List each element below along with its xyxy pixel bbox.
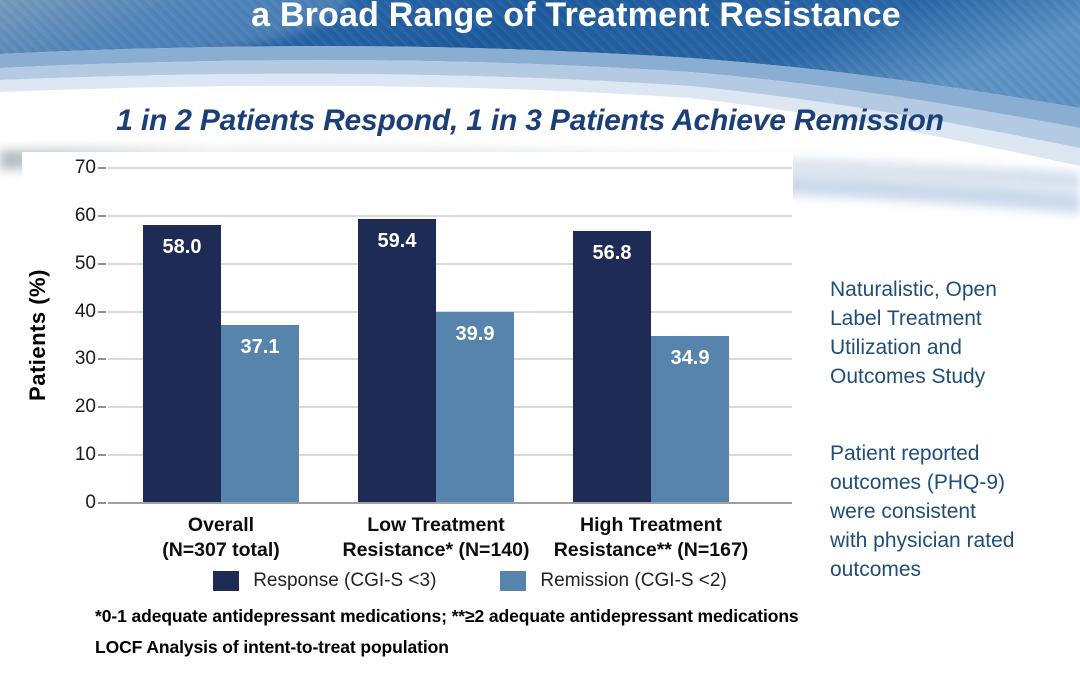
- y-tick-label: 30: [74, 348, 96, 370]
- gridline: [108, 214, 792, 217]
- footnote-medications: *0-1 adequate antidepressant medications…: [95, 606, 799, 626]
- legend-swatch: [500, 571, 527, 591]
- bar-value-label: 59.4: [377, 229, 417, 252]
- y-tick: [98, 214, 106, 217]
- bar-value-label: 39.9: [455, 323, 495, 346]
- side-note-phq9: Patient reported outcomes (PHQ-9) were c…: [830, 442, 1015, 581]
- y-tick: [98, 358, 106, 361]
- bar: [221, 325, 299, 503]
- bar-value-label: 58.0: [162, 236, 202, 259]
- y-tick: [98, 262, 106, 265]
- y-tick-label: 70: [74, 157, 96, 178]
- bar: [143, 225, 221, 503]
- gridline: [108, 310, 792, 313]
- bar-value-label: 37.1: [240, 336, 280, 359]
- category-label: Low Treatment Resistance* (N=140): [342, 514, 530, 562]
- legend-item: Remission (CGI-S <2): [500, 570, 727, 592]
- slide-title: a Broad Range of Treatment Resistance: [251, 0, 901, 34]
- legend-swatch: [213, 571, 240, 591]
- y-tick-label: 0: [85, 492, 96, 513]
- bar: [573, 231, 651, 503]
- bar: [358, 218, 436, 503]
- category-label: High Treatment Resistance** (N=167): [553, 514, 749, 562]
- gridline: [108, 262, 792, 265]
- legend-label: Response (CGI-S <3): [253, 570, 437, 591]
- y-tick-label: 40: [74, 300, 96, 322]
- y-tick: [98, 310, 106, 313]
- chart-panel: Patients (%) 0 10 20 30 40 50 60 70 58.0 59.4 56.8…: [22, 152, 793, 612]
- y-tick-label: 60: [74, 204, 96, 226]
- y-tick-label: 20: [74, 396, 96, 418]
- side-notes: Naturalistic, Open Label Treatment Utili…: [830, 246, 1040, 613]
- category-label: Overall (N=307 total): [162, 514, 280, 562]
- bar: [651, 335, 729, 503]
- y-tick: [98, 406, 106, 409]
- slide-subtitle: 1 in 2 Patients Respond, 1 in 3 Patients…: [116, 104, 944, 137]
- side-note-study: Naturalistic, Open Label Treatment Utili…: [830, 278, 997, 388]
- plot-area: 0 10 20 30 40 50 60 70 58.0 59.4 56.8 37.1 39.9 34.9 O…: [22, 152, 793, 612]
- y-tick-label: 50: [74, 252, 96, 274]
- gridline: [108, 167, 792, 169]
- legend-item: Response (CGI-S <3): [213, 570, 436, 592]
- legend-label: Remission (CGI-S <2): [540, 570, 727, 591]
- y-tick: [98, 167, 106, 169]
- bar-value-label: 34.9: [670, 346, 710, 369]
- bar-value-label: 56.8: [592, 242, 632, 265]
- footnote-locf: LOCF Analysis of intent-to-treat populat…: [95, 637, 449, 657]
- bar: [436, 312, 514, 503]
- chart-legend: Response (CGI-S <3) Remission (CGI-S <2): [108, 570, 792, 592]
- footnotes: *0-1 adequate antidepressant medications…: [95, 606, 799, 658]
- y-tick: [98, 502, 106, 504]
- y-tick-label: 10: [74, 444, 96, 466]
- y-tick: [98, 454, 106, 457]
- x-axis-line: [108, 502, 792, 504]
